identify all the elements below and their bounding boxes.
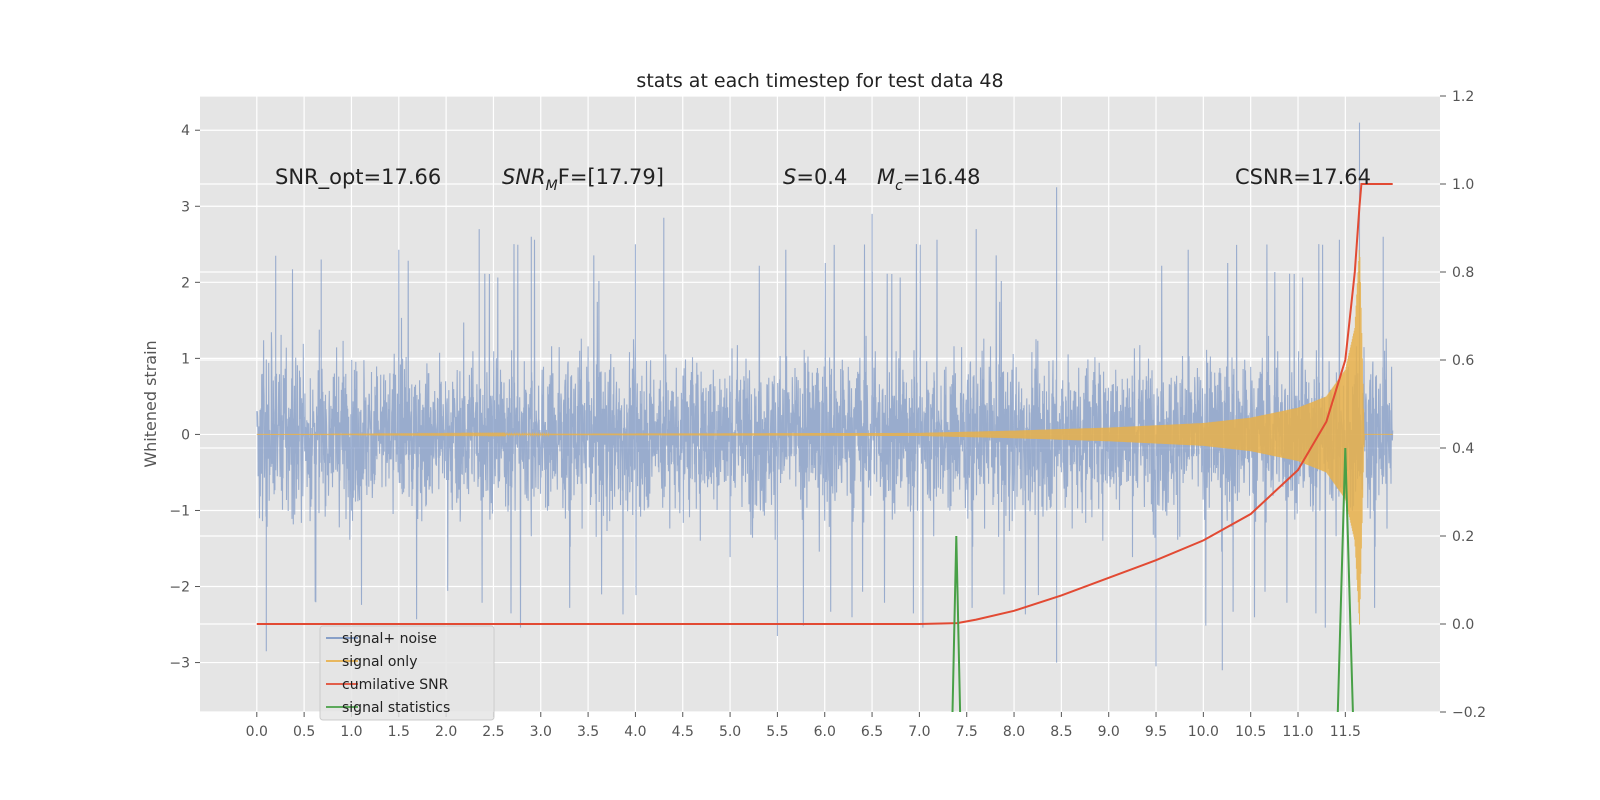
plot-area [256, 122, 1394, 713]
y2-tick-label: −0.2 [1452, 705, 1486, 721]
x-tick-label: 1.0 [340, 724, 362, 740]
legend-box [319, 625, 495, 721]
y-tick-label: 0 [181, 427, 190, 443]
x-tick-label: 10.0 [1188, 724, 1219, 740]
chart-title: stats at each timestep for test data 48 [636, 70, 1003, 92]
x-tick-label: 6.0 [814, 724, 836, 740]
y-tick-label: −2 [169, 580, 190, 596]
x-tick-label: 7.0 [908, 724, 930, 740]
x-tick-label: 1.5 [388, 724, 410, 740]
x-tick-label: 5.5 [766, 724, 788, 740]
y2-tick-label: 0.4 [1452, 441, 1474, 457]
y2-tick-label: 0.2 [1452, 529, 1474, 545]
legend-label-signal-only: signal only [342, 654, 417, 670]
x-tick-label: 3.0 [530, 724, 552, 740]
snr-mf-rest: F=[17.79] [558, 165, 664, 189]
s-value: =0.4 [796, 165, 847, 189]
legend-label-signal-noise: signal+ noise [342, 631, 437, 647]
series-signal-statistics [951, 535, 962, 713]
x-tick-label: 8.5 [1050, 724, 1072, 740]
s-label: S [783, 165, 796, 189]
y2-tick-label: 0.0 [1452, 617, 1474, 633]
legend-label-signal-statistics: signal statistics [342, 700, 450, 716]
x-tick-label: 0.0 [246, 724, 268, 740]
y2-tick-label: 1.0 [1452, 177, 1474, 193]
snr-mf-base: SNR [502, 165, 546, 189]
mc-label: M [877, 165, 895, 189]
y-tick-label: −1 [169, 503, 190, 519]
x-tick-label: 6.5 [861, 724, 883, 740]
annotation-snr-mf: SNRMF=[17.79] [502, 165, 664, 194]
x-tick-label: 4.5 [672, 724, 694, 740]
x-tick-label: 4.0 [624, 724, 646, 740]
x-tick-label: 10.5 [1235, 724, 1266, 740]
axis-ticks: 0.0 0.5 1.0 1.5 2.0 2.5 3.0 3.5 4.0 4.5 5.0 5.5 6.0 6… [169, 89, 1486, 740]
annotation-mc: Mc=16.48 [877, 165, 981, 194]
snr-mf-sub: M [546, 178, 558, 194]
y-tick-label: −3 [169, 656, 190, 672]
y2-tick-label: 0.6 [1452, 353, 1474, 369]
x-tick-label: 8.0 [1003, 724, 1025, 740]
x-tick-label: 3.5 [577, 724, 599, 740]
series-signal-statistics [1336, 447, 1354, 713]
x-tick-label: 9.5 [1145, 724, 1167, 740]
annotation-csnr: CSNR=17.64 [1235, 165, 1371, 189]
mc-sub: c [895, 178, 903, 194]
y2-tick-label: 0.8 [1452, 265, 1474, 281]
x-tick-label: 2.0 [435, 724, 457, 740]
x-tick-label: 11.5 [1330, 724, 1361, 740]
y-axis-label: Whitened strain [141, 340, 160, 467]
series-signal-only [256, 249, 1393, 625]
x-tick-label: 2.5 [482, 724, 504, 740]
y2-tick-label: 1.2 [1452, 89, 1474, 105]
annotation-s: S=0.4 [783, 165, 847, 189]
legend-label-cumulative-snr: cumilative SNR [342, 677, 449, 693]
y-tick-label: 1 [181, 351, 190, 367]
x-tick-label: 5.0 [719, 724, 741, 740]
annotations: SNR_opt=17.66 SNRMF=[17.79] S=0.4 Mc=16.… [275, 165, 1371, 194]
legend: signal+ noise signal only cumilative SNR… [319, 625, 495, 721]
x-tick-label: 11.0 [1282, 724, 1313, 740]
x-tick-label: 0.5 [293, 724, 315, 740]
x-tick-label: 9.0 [1098, 724, 1120, 740]
annotation-snr-opt: SNR_opt=17.66 [275, 165, 441, 190]
series-cumulative-snr [256, 183, 1393, 625]
y-tick-label: 2 [181, 275, 190, 291]
mc-value: =16.48 [903, 165, 981, 189]
y-tick-label: 3 [181, 199, 190, 215]
x-tick-label: 7.5 [956, 724, 978, 740]
y-tick-label: 4 [181, 123, 190, 139]
